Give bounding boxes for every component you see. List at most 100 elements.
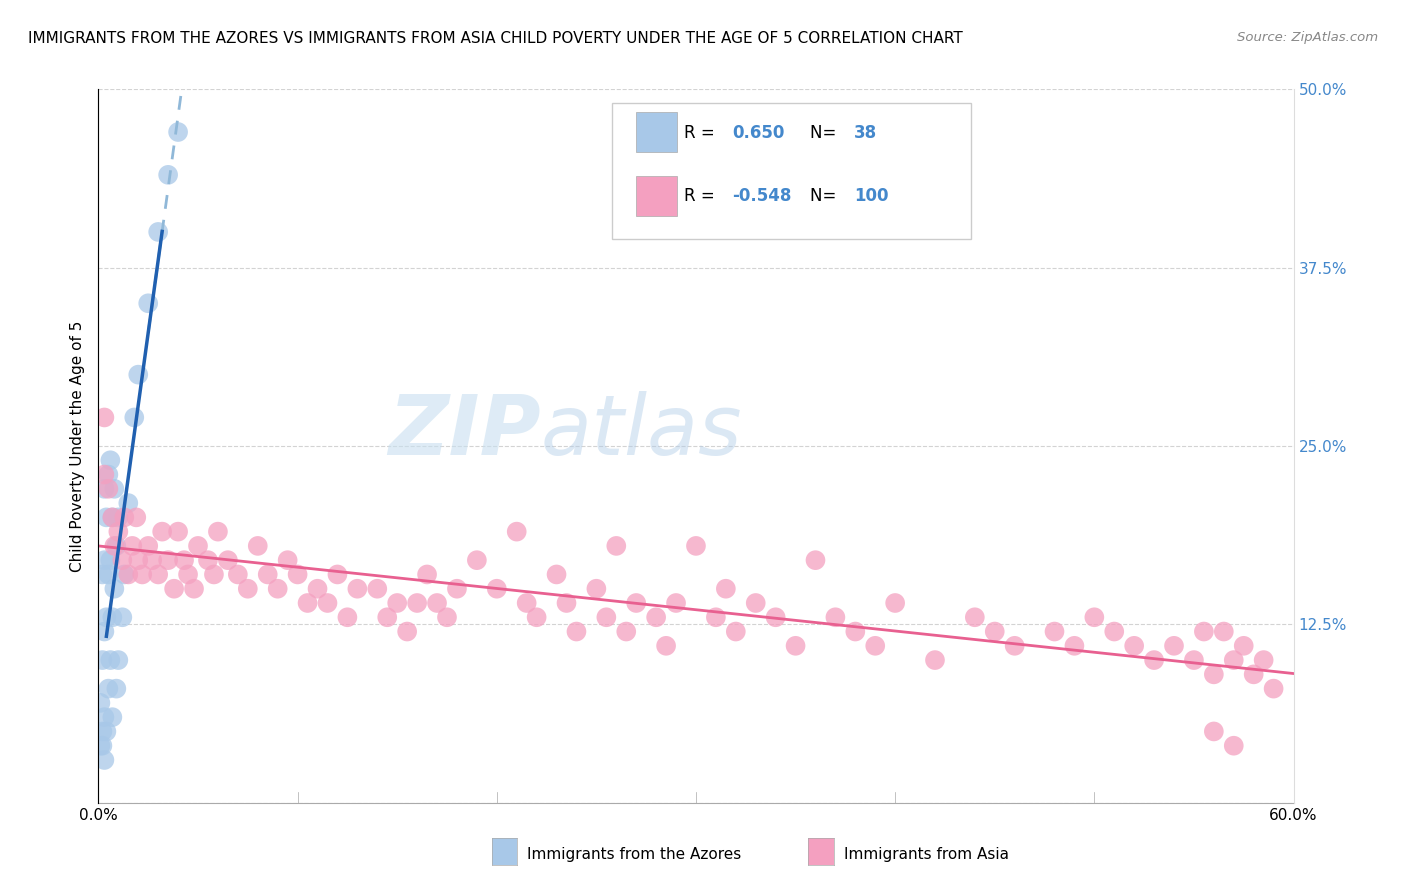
Point [105, 681, 128, 696]
Point [141, 553, 163, 567]
Text: R =: R = [685, 125, 720, 143]
Point [526, 610, 548, 624]
Point [724, 624, 747, 639]
Point [416, 567, 439, 582]
Point [121, 539, 143, 553]
Point [93, 553, 115, 567]
Text: 100: 100 [853, 187, 889, 205]
Point [136, 539, 159, 553]
Point [426, 596, 449, 610]
Point [714, 582, 737, 596]
Point [157, 553, 180, 567]
Point [97, 467, 120, 482]
Point [375, 610, 398, 624]
Point [150, 524, 173, 539]
Point [93, 410, 115, 425]
Point [1233, 639, 1256, 653]
Point [595, 610, 617, 624]
Point [131, 567, 153, 582]
Point [96, 724, 118, 739]
Point [98, 453, 122, 467]
Point [96, 610, 118, 624]
Point [655, 639, 678, 653]
Point [555, 596, 578, 610]
Text: -0.548: -0.548 [733, 187, 792, 205]
Point [1263, 681, 1285, 696]
Point [824, 610, 846, 624]
Point [844, 624, 866, 639]
Point [105, 539, 128, 553]
Point [117, 496, 139, 510]
Point [163, 582, 186, 596]
Point [645, 610, 668, 624]
Point [924, 653, 946, 667]
Point [1083, 610, 1105, 624]
Point [546, 567, 568, 582]
Point [97, 482, 120, 496]
Point [148, 567, 170, 582]
Text: Source: ZipAtlas.com: Source: ZipAtlas.com [1237, 31, 1378, 45]
Point [1223, 653, 1246, 667]
Text: atlas: atlas [541, 392, 742, 472]
Point [446, 582, 468, 596]
Point [1043, 624, 1066, 639]
Text: ZIP: ZIP [388, 392, 541, 472]
Point [167, 524, 190, 539]
Point [565, 624, 588, 639]
Point [93, 710, 115, 724]
Point [157, 168, 180, 182]
Point [436, 610, 458, 624]
Point [101, 510, 124, 524]
Point [246, 539, 269, 553]
Point [745, 596, 768, 610]
Text: N=: N= [810, 125, 841, 143]
Point [984, 624, 1007, 639]
Point [516, 596, 538, 610]
Point [585, 582, 607, 596]
Point [93, 482, 115, 496]
Point [93, 624, 115, 639]
Point [605, 539, 627, 553]
Point [97, 567, 120, 582]
Point [217, 553, 239, 567]
Point [1143, 653, 1166, 667]
Point [316, 596, 339, 610]
Point [287, 567, 309, 582]
Point [1212, 624, 1234, 639]
Point [177, 567, 200, 582]
Point [804, 553, 827, 567]
Point [256, 567, 278, 582]
Point [267, 582, 290, 596]
Point [1063, 639, 1085, 653]
Point [1182, 653, 1205, 667]
Point [127, 553, 149, 567]
Point [406, 596, 429, 610]
Text: 0.650: 0.650 [733, 125, 785, 143]
Point [107, 524, 129, 539]
Point [93, 467, 115, 482]
Point [112, 567, 135, 582]
Point [96, 510, 118, 524]
Point [103, 582, 125, 596]
Point [103, 482, 125, 496]
Text: N=: N= [810, 187, 841, 205]
Point [346, 582, 368, 596]
Point [1253, 653, 1275, 667]
Point [1004, 639, 1026, 653]
Point [236, 582, 259, 596]
Point [101, 510, 124, 524]
Point [506, 524, 529, 539]
Point [91, 653, 114, 667]
Point [107, 510, 129, 524]
Text: Immigrants from Asia: Immigrants from Asia [844, 847, 1008, 862]
Point [197, 553, 219, 567]
Point [98, 553, 122, 567]
Point [207, 524, 229, 539]
Point [91, 567, 114, 582]
Point [1104, 624, 1126, 639]
Point [307, 582, 329, 596]
Point [1163, 639, 1185, 653]
Point [93, 753, 115, 767]
Point [173, 553, 195, 567]
Point [277, 553, 299, 567]
